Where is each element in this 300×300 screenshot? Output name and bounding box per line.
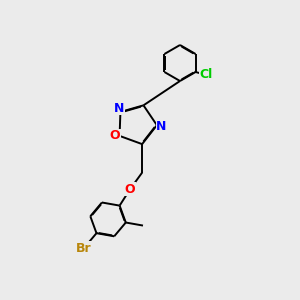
Text: O: O xyxy=(110,129,120,142)
Text: Cl: Cl xyxy=(200,68,213,82)
Text: N: N xyxy=(114,102,124,115)
Text: N: N xyxy=(156,120,167,133)
Text: O: O xyxy=(125,183,135,196)
Text: Br: Br xyxy=(76,242,92,255)
